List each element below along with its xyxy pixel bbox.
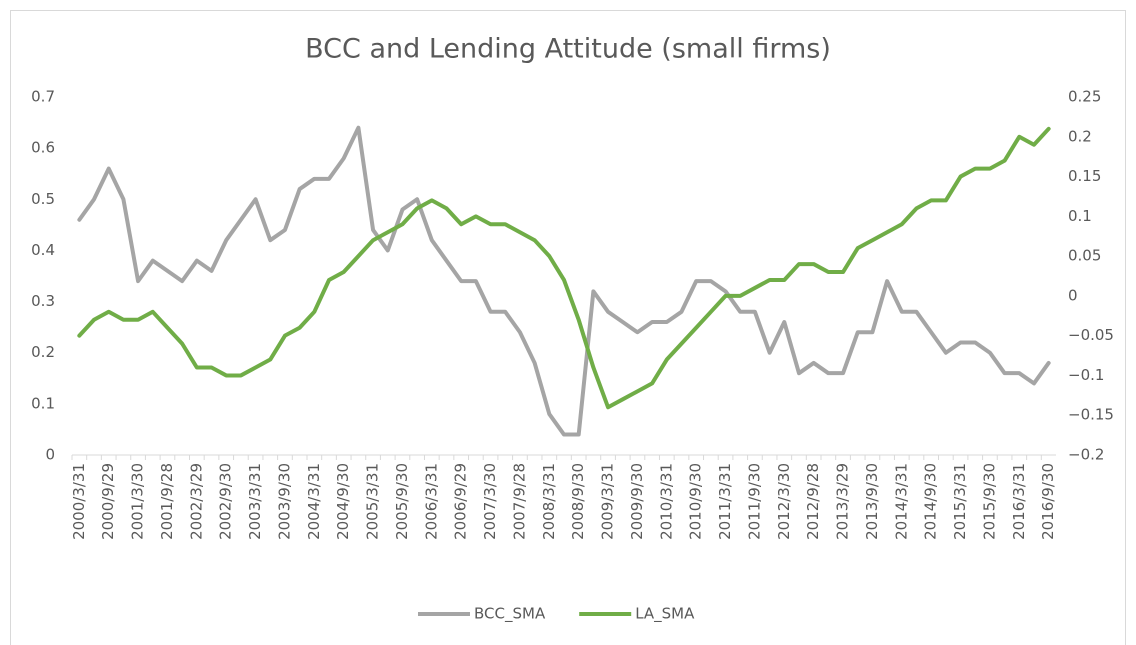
x-tick-label: 2009/3/31 [599,463,617,540]
x-tick-label: 2008/9/30 [569,463,587,540]
chart-title: BCC and Lending Attitude (small firms) [305,34,831,65]
x-tick-label: 2011/3/31 [716,463,734,540]
x-tick-label: 2013/3/29 [834,463,852,540]
y-tick-label: 0.5 [31,190,55,208]
x-tick-label: 2013/9/30 [863,463,881,540]
y2-tick-label: −0.1 [1068,366,1104,384]
y-tick-label: 0.4 [31,241,55,259]
y-tick-label: 0.6 [31,139,55,157]
y-tick-label: 0.7 [31,88,55,106]
x-tick-label: 2004/3/31 [305,463,323,540]
x-tick-label: 2016/3/31 [1010,463,1028,540]
x-tick-label: 2011/9/30 [745,463,763,540]
y2-tick-label: −0.05 [1068,326,1114,344]
x-tick-label: 2000/3/31 [70,463,88,540]
y2-tick-label: −0.2 [1068,446,1104,464]
y2-tick-label: 0.05 [1068,247,1101,265]
legend-label: LA_SMA [635,605,695,624]
chart-border [10,10,1126,645]
x-tick-label: 2002/9/30 [217,463,235,540]
x-tick-label: 2004/9/30 [334,463,352,540]
y2-tick-label: 0.15 [1068,167,1101,185]
x-tick-label: 2001/3/30 [129,463,147,540]
x-tick-label: 2014/3/31 [892,463,910,540]
x-tick-label: 2002/3/29 [187,463,205,540]
x-tick-label: 2012/9/28 [804,463,822,540]
y2-tick-label: 0.2 [1068,127,1092,145]
y-tick-label: 0.2 [31,343,55,361]
x-tick-label: 2010/9/30 [687,463,705,540]
y2-tick-label: 0.25 [1068,88,1101,106]
y2-tick-label: −0.15 [1068,406,1114,424]
x-tick-label: 2009/9/30 [628,463,646,540]
legend-label: BCC_SMA [474,605,546,624]
x-tick-label: 2006/3/31 [422,463,440,540]
y2-tick-label: 0.1 [1068,207,1092,225]
x-tick-label: 2001/9/28 [158,463,176,540]
x-tick-label: 2008/3/31 [540,463,558,540]
series-line [77,126,1051,410]
series-line [77,125,1051,437]
x-tick-label: 2015/3/31 [951,463,969,540]
x-tick-label: 2006/9/29 [452,463,470,540]
y-tick-label: 0.3 [31,292,55,310]
x-tick-label: 2003/3/31 [246,463,264,540]
x-tick-label: 2014/9/30 [922,463,940,540]
x-tick-label: 2007/9/28 [510,463,528,540]
x-tick-label: 2007/3/30 [481,463,499,540]
y2-tick-label: 0 [1068,286,1078,304]
x-tick-label: 2015/9/30 [980,463,998,540]
x-tick-label: 2016/9/30 [1039,463,1057,540]
x-tick-label: 2005/3/31 [364,463,382,540]
x-tick-label: 2012/3/30 [775,463,793,540]
x-tick-label: 2010/3/31 [657,463,675,540]
y-tick-label: 0 [45,446,55,464]
y-tick-label: 0.1 [31,394,55,412]
x-tick-label: 2003/9/30 [275,463,293,540]
x-tick-label: 2000/9/29 [99,463,117,540]
x-tick-label: 2005/9/30 [393,463,411,540]
